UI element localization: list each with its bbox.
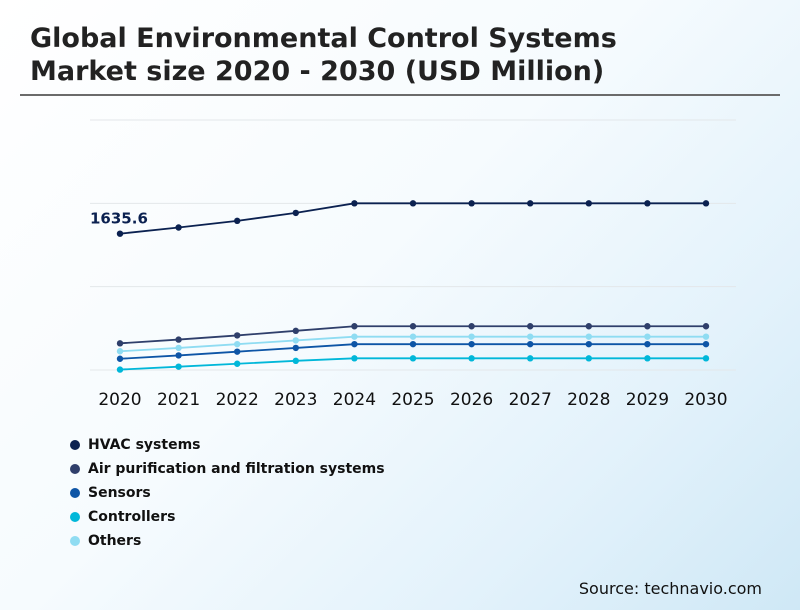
chart-title-line-1: Global Environmental Control Systems	[30, 23, 617, 54]
data-point-s0-1	[175, 224, 182, 231]
legend-label: Air purification and filtration systems	[88, 461, 385, 477]
data-point-s2-6	[468, 340, 475, 348]
data-point-s3-7	[527, 355, 534, 362]
data-point-s4-7	[527, 333, 534, 340]
x-tick-label: 2024	[333, 390, 376, 410]
data-point-s0-7	[527, 200, 534, 207]
x-tick-label: 2022	[216, 390, 259, 410]
data-point-s0-6	[468, 200, 475, 207]
data-point-s3-9	[644, 355, 651, 362]
data-point-s1-6	[468, 323, 475, 330]
series-line-0	[119, 202, 706, 235]
data-point-s4-9	[644, 333, 651, 340]
data-point-s4-1	[175, 344, 182, 352]
legend-item: HVAC systems	[70, 433, 385, 457]
data-point-s1-10	[702, 323, 710, 330]
data-point-s4-3	[292, 337, 299, 344]
data-point-s3-4	[351, 355, 358, 362]
data-point-s4-10	[702, 333, 710, 340]
data-point-s2-2	[234, 348, 241, 355]
legend-item: Sensors	[70, 481, 385, 505]
legend-marker	[70, 464, 80, 474]
data-point-s1-8	[585, 323, 592, 330]
legend-marker	[70, 488, 80, 498]
data-point-s4-6	[468, 333, 475, 340]
data-point-s1-7	[527, 323, 534, 330]
legend-item: Others	[70, 529, 385, 553]
data-point-s3-3	[292, 357, 299, 365]
line-chart: 2020 2021 2022 2023 2024 2025 2026 2027 2028 2029…	[90, 119, 736, 410]
chart-title: Global Environmental Control Systems Mar…	[30, 22, 750, 88]
title-divider	[20, 94, 780, 96]
legend-label: HVAC systems	[88, 437, 201, 453]
data-point-s0-2	[234, 217, 241, 225]
data-label: 1635.6	[90, 210, 148, 228]
legend-marker	[70, 536, 80, 546]
x-tick-label: 2023	[274, 390, 317, 410]
data-point-s1-0	[116, 340, 124, 347]
data-point-s2-3	[292, 344, 299, 352]
legend-item: Air purification and filtration systems	[70, 457, 385, 481]
legend-label: Others	[88, 533, 142, 549]
x-tick-label: 2030	[684, 390, 727, 410]
data-point-s4-5	[409, 333, 417, 340]
data-point-s3-8	[585, 355, 592, 362]
data-point-s3-6	[468, 355, 475, 362]
data-point-s1-4	[351, 323, 358, 330]
data-point-s3-0	[116, 366, 124, 373]
data-point-s0-3	[292, 209, 299, 217]
data-point-s3-2	[234, 360, 241, 367]
source-note: Source: technavio.com	[578, 579, 762, 598]
data-point-s2-1	[175, 352, 182, 359]
x-tick-label: 2029	[626, 390, 669, 410]
data-point-s3-1	[175, 363, 182, 370]
legend-item: Controllers	[70, 505, 385, 529]
data-point-s2-4	[351, 340, 358, 348]
x-tick-label: 2020	[98, 390, 141, 410]
data-point-s2-7	[527, 340, 534, 348]
data-point-s0-8	[585, 200, 592, 207]
data-point-s1-5	[409, 323, 417, 330]
legend-marker	[70, 440, 80, 450]
data-point-s2-9	[644, 340, 651, 348]
data-point-s1-2	[234, 332, 241, 339]
x-tick-label: 2028	[567, 390, 610, 410]
data-point-s1-9	[644, 323, 651, 330]
x-tick-label: 2026	[450, 390, 493, 410]
x-tick-label: 2021	[157, 390, 200, 410]
data-point-s4-4	[351, 333, 358, 340]
legend-label: Controllers	[88, 509, 176, 525]
data-point-s0-10	[702, 200, 710, 207]
data-point-s3-5	[409, 355, 417, 362]
data-point-s3-10	[702, 355, 710, 362]
data-point-s2-0	[116, 355, 124, 362]
data-point-s1-3	[292, 327, 299, 335]
x-tick-label: 2025	[391, 390, 434, 410]
legend-label: Sensors	[88, 485, 151, 501]
data-point-s4-0	[116, 348, 124, 355]
data-point-s2-10	[702, 340, 710, 348]
chart-title-line-2: Market size 2020 - 2030 (USD Million)	[30, 56, 605, 87]
x-tick-label: 2027	[509, 390, 552, 410]
data-point-s0-5	[409, 200, 417, 207]
data-point-s0-4	[351, 200, 358, 207]
data-point-s0-9	[644, 200, 651, 207]
data-point-s2-5	[409, 340, 417, 348]
chart-legend: HVAC systems Air purification and filtrat…	[70, 433, 385, 553]
legend-marker	[70, 512, 80, 522]
data-point-s4-8	[585, 333, 592, 340]
data-point-s0-0	[116, 230, 124, 237]
data-point-s1-1	[175, 336, 182, 343]
data-point-s2-8	[585, 340, 592, 348]
data-point-s4-2	[234, 340, 241, 348]
